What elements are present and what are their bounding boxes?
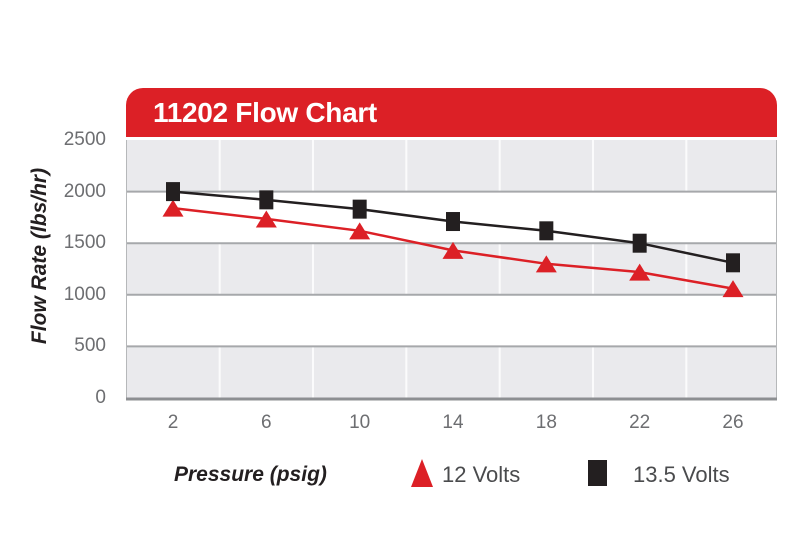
data-point-triangle [255, 210, 277, 228]
data-point-square [259, 190, 274, 210]
data-point-square [632, 233, 647, 253]
x-tick-label: 2 [167, 412, 179, 433]
data-point-square [446, 212, 460, 232]
plot-band [126, 294, 777, 347]
data-point-square [166, 182, 180, 202]
legend-triangle-icon [411, 459, 433, 487]
x-tick-label: 22 [629, 412, 651, 433]
x-tick-label: 6 [261, 412, 272, 433]
chart-header: 11202 Flow Chart [126, 88, 777, 137]
data-point-square [539, 221, 554, 241]
data-point-triangle [442, 241, 464, 259]
x-tick-label: 26 [722, 412, 744, 433]
data-point-triangle [349, 222, 371, 240]
x-tick-label: 14 [442, 412, 464, 433]
legend-square-icon [588, 460, 607, 486]
data-point-triangle [535, 255, 557, 273]
x-tick-label: 10 [349, 412, 371, 433]
y-tick-label: 1500 [63, 232, 106, 254]
y-tick-label: 1000 [63, 283, 106, 305]
data-point-square [352, 199, 367, 219]
data-point-triangle [722, 280, 744, 298]
y-tick-label: 500 [74, 335, 106, 357]
data-point-triangle [162, 199, 184, 217]
y-tick-label: 0 [95, 387, 106, 408]
legend-label-13-5-volts: 13.5 Volts [633, 462, 730, 487]
chart-title: 11202 Flow Chart [153, 96, 377, 128]
plot-band [126, 140, 777, 192]
data-point-triangle [629, 263, 651, 281]
y-tick-label: 2500 [63, 129, 106, 150]
y-tick-label: 2000 [63, 180, 106, 202]
legend-label-12-volts: 12 Volts [442, 462, 521, 487]
x-axis-title: Pressure (psig) [174, 463, 327, 486]
x-axis-line [126, 397, 777, 401]
x-tick-label: 18 [535, 412, 557, 433]
plot-area [126, 140, 777, 401]
plot-band [126, 346, 777, 398]
data-point-square [726, 253, 740, 273]
